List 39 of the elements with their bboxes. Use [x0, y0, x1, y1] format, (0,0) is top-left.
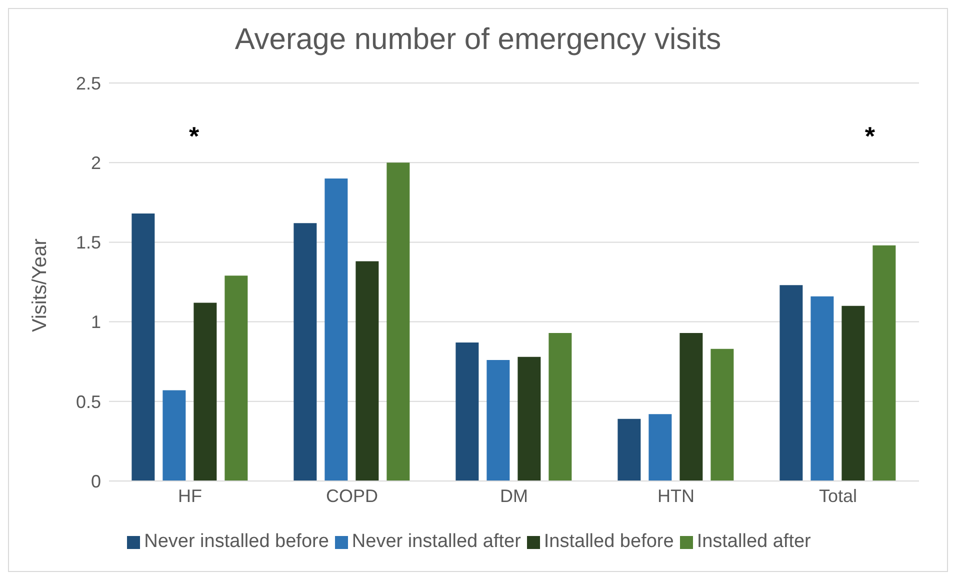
- y-tick-label: 2: [90, 152, 101, 173]
- legend-label: Never installed after: [350, 531, 521, 553]
- bar: [294, 223, 317, 481]
- y-tick-label: 2.5: [76, 73, 101, 94]
- x-tick-label: COPD: [326, 486, 378, 506]
- annotation: *: [189, 121, 200, 152]
- x-tick-label: HTN: [658, 486, 694, 506]
- bar: [780, 285, 803, 481]
- bar: [224, 276, 248, 481]
- bar: [710, 348, 734, 481]
- bar: [842, 306, 865, 481]
- x-tick-label: DM: [500, 486, 528, 506]
- chart-title: Average number of emergency visits: [234, 22, 722, 58]
- bar: [872, 245, 896, 481]
- y-tick-label: 1: [90, 312, 101, 332]
- bar: [810, 296, 834, 481]
- bar: [486, 360, 510, 481]
- bar: [548, 332, 572, 481]
- bar: [194, 302, 217, 481]
- bar: [324, 178, 348, 481]
- y-axis-title: Visits/Year: [29, 238, 52, 332]
- bar: [132, 214, 155, 481]
- bar: [162, 390, 186, 481]
- bar: [618, 418, 641, 481]
- bar: [648, 414, 672, 481]
- x-tick-label: Total: [818, 486, 858, 506]
- bar: [680, 332, 703, 481]
- bar: [356, 261, 379, 481]
- bar: [456, 342, 479, 481]
- y-tick-label: 1.5: [76, 232, 101, 253]
- legend-label: Never installed before: [143, 531, 329, 553]
- bar: [518, 356, 541, 481]
- y-tick-label: 0.5: [76, 392, 101, 412]
- bar: [386, 162, 410, 481]
- annotation: *: [864, 121, 875, 152]
- legend-label: Installed before: [542, 531, 674, 553]
- y-tick-label: 0: [90, 471, 101, 492]
- legend-label: Installed after: [696, 531, 811, 553]
- x-tick-label: HF: [178, 486, 202, 506]
